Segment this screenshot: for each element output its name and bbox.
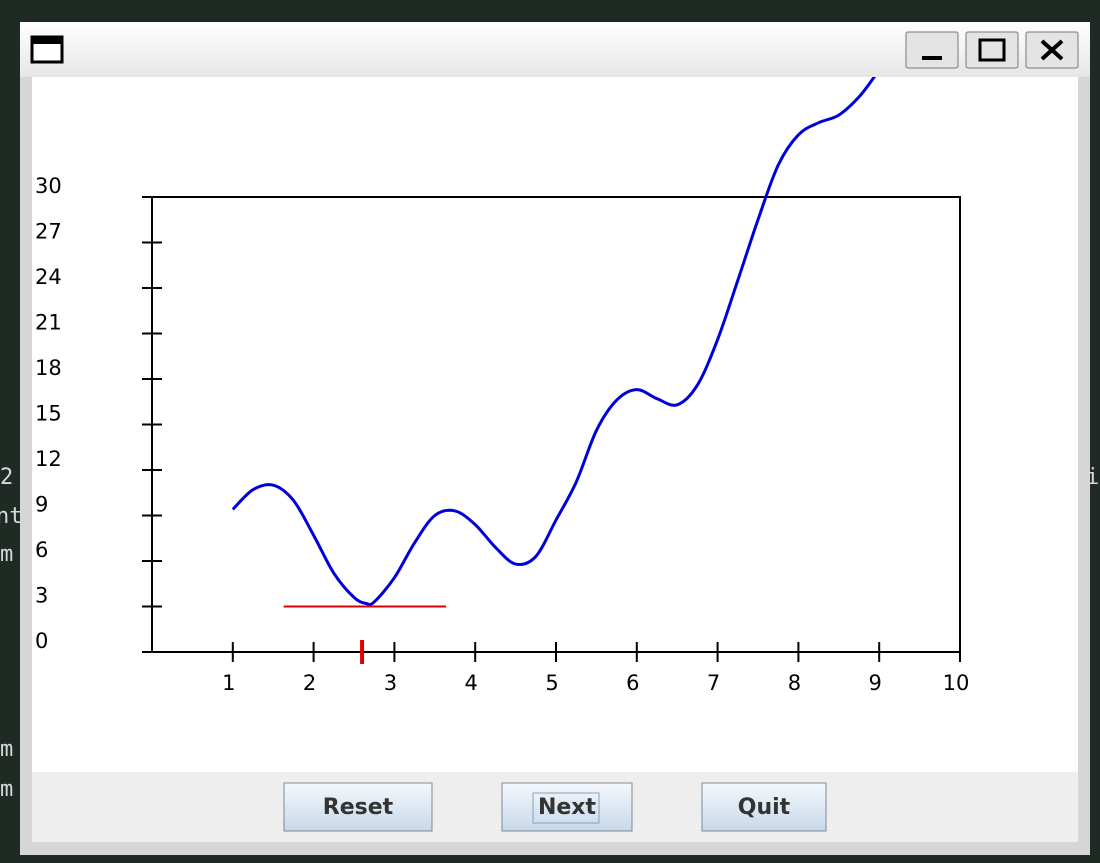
y-tick-label: 15 (35, 402, 62, 426)
x-tick-label: 3 (384, 671, 397, 695)
terminal-text: m (0, 737, 13, 762)
curve (231, 77, 877, 607)
close-button[interactable] (1025, 31, 1079, 69)
y-tick-label: 27 (35, 220, 62, 244)
x-tick-label: 1 (222, 671, 235, 695)
terminal-text: m (0, 777, 13, 802)
terminal-text: m (0, 542, 13, 567)
terminal-text: nt (0, 504, 23, 529)
x-tick-label: 7 (707, 671, 720, 695)
button-label: Quit (738, 795, 791, 820)
quit-button[interactable]: Quit (701, 782, 827, 832)
y-tick-label: 0 (35, 629, 48, 653)
plot-panel (32, 77, 1078, 772)
x-tick-label: 9 (869, 671, 882, 695)
maximize-button[interactable] (965, 31, 1019, 69)
x-tick-label: 5 (545, 671, 558, 695)
y-tick-label: 9 (35, 493, 48, 517)
terminal-text: 2 (0, 465, 13, 490)
button-label: Next (538, 795, 597, 820)
button-label: Reset (323, 795, 394, 820)
y-tick-label: 24 (35, 265, 62, 289)
y-tick-label: 21 (35, 311, 62, 335)
y-tick-label: 30 (35, 174, 62, 198)
x-tick-label: 2 (303, 671, 316, 695)
y-tick-label: 18 (35, 356, 62, 380)
window-icon (32, 37, 62, 44)
y-tick-label: 12 (35, 447, 62, 471)
minimize-button[interactable] (905, 31, 959, 69)
next-button[interactable]: Next (501, 782, 633, 832)
x-tick-label: 6 (626, 671, 639, 695)
x-tick-label: 4 (465, 671, 478, 695)
x-tick-label: 10 (943, 671, 970, 695)
reset-button[interactable]: Reset (283, 782, 433, 832)
y-tick-label: 6 (35, 538, 48, 562)
x-tick-label: 8 (788, 671, 801, 695)
y-tick-label: 3 (35, 584, 48, 608)
